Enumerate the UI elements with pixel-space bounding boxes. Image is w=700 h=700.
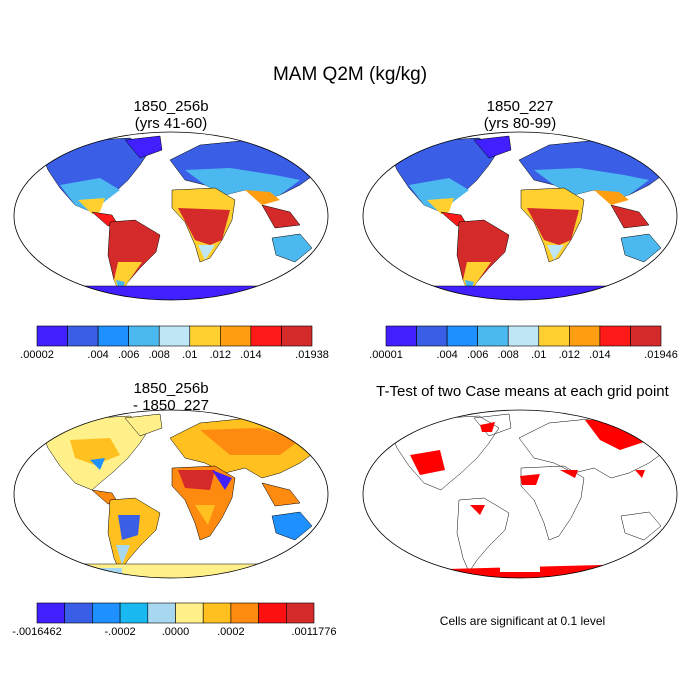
colorbar-tick-label: .014	[589, 349, 610, 361]
colorbar-swatch	[446, 325, 478, 347]
panel-1-title: 1850_256b	[133, 98, 209, 115]
colorbar-swatch	[477, 325, 509, 347]
colorbar-swatch	[258, 602, 287, 624]
map-2-border	[362, 131, 678, 301]
colorbar-difference: -.0016462 -.0002 .0000 .0002 .0011776	[12, 602, 337, 638]
colorbar-swatch	[569, 325, 601, 347]
colorbar-swatch	[64, 602, 93, 624]
colorbar-tick-label: .01	[531, 349, 546, 361]
colorbar-swatch	[92, 602, 121, 624]
colorbar-swatch	[230, 602, 259, 624]
colorbar-swatch	[538, 325, 570, 347]
colorbar-tick-label: .012	[559, 349, 580, 361]
colorbar-tick-label: .008	[498, 349, 519, 361]
map-3-border	[13, 409, 329, 579]
figure-title: MAM Q2M (kg/kg)	[272, 64, 428, 85]
colorbar-swatch	[281, 325, 313, 347]
colorbar-tick-label: -.0002	[104, 626, 135, 638]
colorbar-tick-label: .012	[210, 349, 231, 361]
colorbar-tick-label: .006	[467, 349, 488, 361]
significant-region-na	[410, 450, 445, 475]
colorbar-swatch	[67, 325, 99, 347]
colorbar-swatch	[97, 325, 129, 347]
colorbar-tick-label: .008	[149, 349, 170, 361]
panel-2-subtitle: (yrs 80-99)	[483, 115, 557, 132]
colorbar-swatch	[250, 325, 282, 347]
colorbar-1850-227: .00001 .004 .006 .008 .01 .012 .014 .01946	[369, 325, 678, 361]
colorbar-tick-label: .00002	[20, 349, 54, 361]
colorbar-tick-label: .004	[87, 349, 108, 361]
panel-4-title: T-Test of two Case means at each grid po…	[376, 383, 669, 400]
colorbar-swatch	[158, 325, 191, 347]
colorbar-tick-label: .004	[436, 349, 457, 361]
panel-3-subtitle: - 1850_227	[133, 397, 209, 414]
colorbar-swatch	[128, 325, 160, 347]
colorbar-swatch	[147, 602, 176, 624]
map-4-border	[362, 409, 678, 579]
map-1-border	[13, 131, 329, 301]
colorbar-tick-label: .006	[118, 349, 139, 361]
colorbar-tick-label: -.0016462	[12, 626, 62, 638]
map-panel-1	[14, 132, 328, 300]
colorbar-swatch	[507, 325, 540, 347]
colorbar-swatch	[36, 325, 68, 347]
panel-3-title: 1850_256b	[133, 380, 209, 397]
colorbar-swatch	[119, 602, 149, 624]
colorbar-swatch	[189, 325, 221, 347]
panel-1-subtitle: (yrs 41-60)	[134, 115, 208, 132]
colorbar-tick-label: .0011776	[291, 626, 336, 638]
significance-footnote: Cells are significant at 0.1 level	[439, 614, 606, 628]
panel-2-title: 1850_227	[486, 98, 554, 115]
colorbar-tick-label: .0000	[162, 626, 190, 638]
colorbar-tick-label: .01	[182, 349, 197, 361]
colorbar-swatch	[385, 325, 417, 347]
colorbar-swatch	[220, 325, 252, 347]
map-panel-2	[363, 132, 677, 300]
colorbar-swatch	[599, 325, 631, 347]
colorbar-tick-label: .0002	[217, 626, 245, 638]
map-panel-4	[363, 410, 677, 578]
colorbar-swatch	[416, 325, 448, 347]
colorbar-1850-256b: .00002 .004 .006 .008 .01 .012 .014 .01938	[20, 325, 329, 361]
colorbar-swatch	[285, 602, 315, 624]
colorbar-swatch	[630, 325, 662, 347]
colorbar-tick-label: .01938	[295, 349, 329, 361]
colorbar-tick-label: .01946	[644, 349, 678, 361]
colorbar-swatch	[202, 602, 232, 624]
colorbar-tick-label: .014	[240, 349, 261, 361]
map-panel-3	[14, 410, 328, 578]
colorbar-swatch	[36, 602, 66, 624]
colorbar-tick-label: .00001	[369, 349, 403, 361]
colorbar-swatch	[175, 602, 204, 624]
